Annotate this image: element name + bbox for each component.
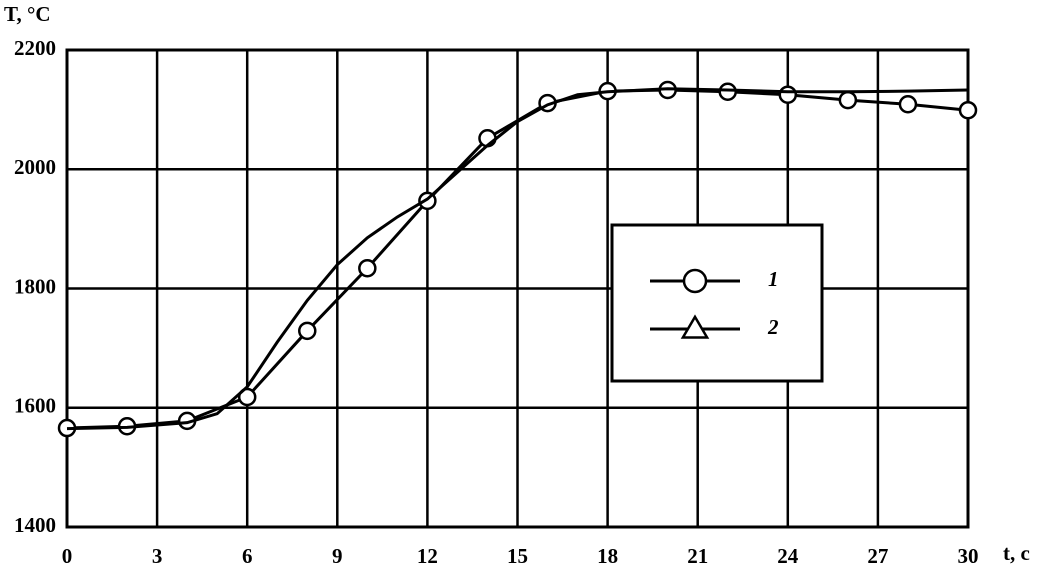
y-tick-label: 2200 [14, 36, 56, 60]
point [298, 321, 317, 341]
point [898, 95, 918, 114]
x-tick-label: 0 [62, 544, 73, 568]
legend-label: 2 [767, 315, 779, 339]
x-tick-label: 3 [152, 544, 163, 568]
point [237, 387, 257, 407]
legend-box [610, 223, 824, 383]
legend-marker [682, 268, 708, 294]
x-tick-label: 6 [242, 544, 253, 568]
point [778, 85, 798, 104]
point [838, 90, 858, 110]
x-tick-label: 30 [958, 544, 979, 568]
legend-marker [680, 314, 710, 339]
x-tick-label: 27 [867, 544, 888, 568]
point [718, 82, 737, 101]
series-line [66, 87, 969, 431]
legend-label: 1 [768, 267, 779, 291]
y-tick-label: 1400 [14, 513, 56, 537]
y-tick-label: 1600 [14, 394, 56, 418]
x-tick-label: 24 [777, 544, 799, 568]
x-tick-label: 15 [507, 544, 528, 568]
point [358, 258, 377, 278]
y-axis-label: T, °C [4, 2, 51, 26]
x-tick-label: 18 [597, 544, 618, 568]
y-tick-label: 2000 [14, 155, 56, 179]
x-tick-label: 9 [332, 544, 343, 568]
y-tick-label: 1800 [14, 274, 56, 298]
x-tick-label: 21 [687, 544, 708, 568]
x-axis-label: t, c [1003, 541, 1030, 565]
point [958, 100, 978, 120]
x-tick-label: 12 [417, 544, 438, 568]
